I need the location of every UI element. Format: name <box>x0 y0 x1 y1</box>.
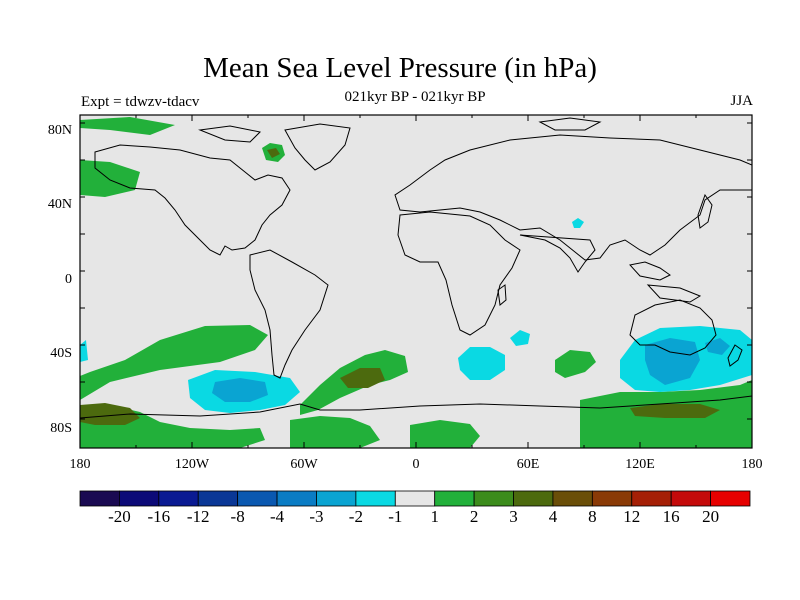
colorbar-swatch <box>631 490 672 507</box>
colorbar-label: -8 <box>230 507 245 526</box>
chart-subtitle: 021kyr BP - 021kyr BP <box>344 89 486 105</box>
colorbar-label: -12 <box>186 507 210 526</box>
y-tick-40n: 40N <box>47 197 72 212</box>
colorbar-swatch <box>552 490 593 507</box>
colorbar-swatch <box>197 490 239 507</box>
colorbar-swatch <box>237 490 278 507</box>
colorbar-label: -3 <box>309 507 324 526</box>
colorbar-label: 20 <box>702 507 720 526</box>
y-tick-40s: 40S <box>50 346 72 361</box>
colorbar-label: -4 <box>269 507 285 526</box>
colorbar-swatch <box>591 490 633 507</box>
colorbar-swatch <box>513 490 554 507</box>
colorbar-swatch <box>670 490 711 507</box>
colorbar-label: -2 <box>348 507 363 526</box>
positive-anomaly-regions <box>80 117 752 448</box>
continent-outlines <box>80 117 752 419</box>
colorbar-swatch <box>119 490 160 507</box>
season-label: JJA <box>730 93 753 109</box>
colorbar-label: 2 <box>469 507 479 526</box>
chart-title: Mean Sea Level Pressure (in hPa) <box>203 52 597 84</box>
strong-negative-regions <box>212 338 730 402</box>
y-tick-0: 0 <box>65 272 72 287</box>
colorbar-swatch <box>434 490 475 507</box>
colorbar-label: 16 <box>662 507 680 526</box>
colorbar-label: 4 <box>548 507 558 526</box>
colorbar-swatch <box>158 490 199 507</box>
colorbar-swatch <box>79 490 120 507</box>
colorbar-swatch <box>355 490 396 507</box>
y-tick-80n: 80N <box>47 123 72 138</box>
colorbar-label: -1 <box>388 507 403 526</box>
x-tick-180w: 180 <box>69 457 91 472</box>
colorbar-label: -16 <box>147 507 171 526</box>
colorbar-swatch <box>394 490 436 507</box>
colorbar-label: 12 <box>623 507 641 526</box>
colorbar-swatch <box>276 490 317 507</box>
x-tick-0: 0 <box>412 457 420 472</box>
x-tick-180e: 180 <box>741 457 763 472</box>
colorbar-label: 8 <box>588 507 597 526</box>
y-tick-80s: 80S <box>50 421 72 436</box>
colorbar-label: -20 <box>108 507 131 526</box>
x-tick-60w: 60W <box>290 457 318 472</box>
strong-positive-regions <box>80 148 720 425</box>
experiment-label: Expt = tdwzv-tdacv <box>81 94 200 110</box>
colorbar-swatch <box>316 490 357 507</box>
x-tick-120e: 120E <box>625 457 655 472</box>
colorbar-swatch <box>473 490 514 507</box>
x-tick-60e: 60E <box>516 457 540 472</box>
colorbar-swatch <box>710 490 751 507</box>
colorbar-label: 1 <box>430 507 439 526</box>
colorbar-label: 3 <box>509 507 518 526</box>
x-tick-120w: 120W <box>174 457 210 472</box>
